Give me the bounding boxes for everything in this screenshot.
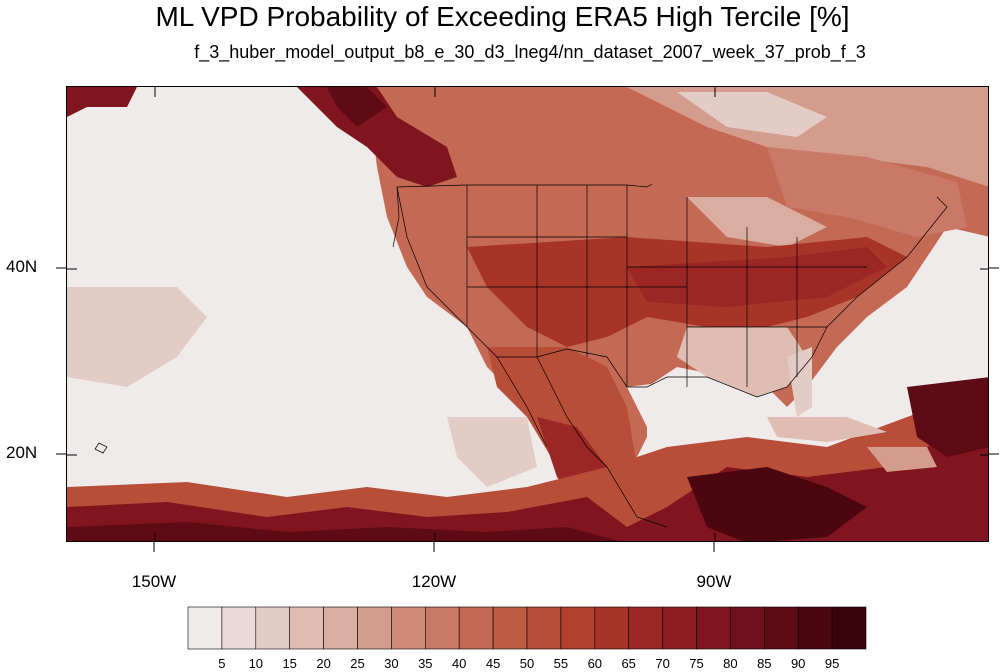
colorbar-label: 25 [350,656,365,671]
colorbar-label: 30 [384,656,399,671]
colorbar-label: 45 [485,656,501,671]
colorbar-label: 85 [757,656,772,671]
colorbar-label: 55 [553,656,569,671]
colorbar-swatch [187,606,223,650]
colorbar-label: 60 [587,656,603,671]
colorbar-label: 35 [418,656,433,671]
colorbar-label: 70 [655,656,670,671]
colorbar-swatch [492,606,528,650]
colorbar-swatch [458,606,494,650]
colorbar-label: 5 [218,656,226,671]
colorbar-swatch [560,606,596,650]
colorbar-swatch [797,606,833,650]
map-field [67,87,988,541]
colorbar-swatch [289,606,324,650]
colorbar-label: 65 [621,656,636,671]
y-tick-label-40n: 40N [6,257,38,276]
colorbar-swatch [730,606,765,650]
colorbar-swatch [425,606,460,650]
x-tick-label-120w: 120W [411,572,457,591]
map-plot-area [66,86,989,542]
colorbar-swatch [221,606,257,650]
colorbar-swatch [831,606,867,650]
colorbar-swatch [323,606,358,650]
map-subtitle: f_3_huber_model_output_b8_e_30_d3_lneg4/… [194,42,866,62]
colorbar-label: 80 [723,656,738,671]
colorbar [187,606,867,650]
x-tick-label-150w: 150W [131,572,177,591]
colorbar-label: 95 [824,656,840,671]
colorbar-swatch [763,606,799,650]
colorbar-swatch [662,606,697,650]
colorbar-swatch [357,606,392,650]
colorbar-swatch [391,606,426,650]
colorbar-swatch [628,606,663,650]
colorbar-label: 20 [316,656,331,671]
y-tick-label-20n: 20N [6,443,38,462]
colorbar-label: 15 [282,656,297,671]
colorbar-swatch [255,606,291,650]
x-tick-label-90w: 90W [696,572,732,591]
colorbar-label: 10 [248,656,264,671]
colorbar-label: 40 [451,656,467,671]
map-title: ML VPD Probability of Exceeding ERA5 Hig… [155,1,850,32]
colorbar-label: 50 [519,656,535,671]
colorbar-swatch [594,606,629,650]
colorbar-swatch [526,606,562,650]
colorbar-label: 90 [790,656,806,671]
colorbar-label: 75 [689,656,704,671]
colorbar-swatch [696,606,731,650]
